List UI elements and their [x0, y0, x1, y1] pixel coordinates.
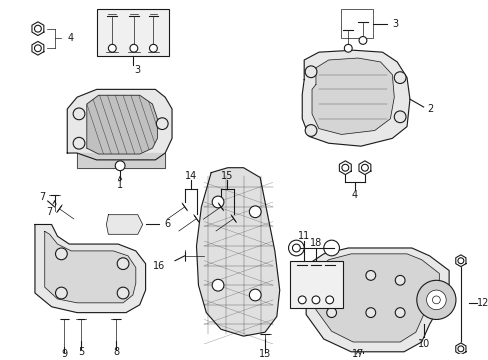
Circle shape	[292, 244, 300, 252]
Circle shape	[73, 138, 85, 149]
Circle shape	[212, 196, 224, 208]
Polygon shape	[87, 95, 157, 154]
Polygon shape	[67, 89, 172, 160]
Text: 9: 9	[61, 349, 67, 359]
Polygon shape	[455, 343, 465, 355]
Circle shape	[117, 287, 129, 299]
Text: 15: 15	[220, 171, 233, 181]
Polygon shape	[455, 255, 465, 267]
Bar	[341, 9, 372, 39]
Text: 14: 14	[184, 171, 196, 181]
Circle shape	[457, 258, 463, 264]
Circle shape	[56, 287, 67, 299]
Circle shape	[212, 279, 224, 291]
Circle shape	[358, 36, 366, 44]
Text: 3: 3	[391, 19, 398, 29]
Text: 17: 17	[351, 349, 364, 359]
Polygon shape	[32, 22, 44, 36]
Circle shape	[326, 308, 336, 318]
Circle shape	[361, 164, 367, 171]
Circle shape	[117, 258, 129, 270]
Polygon shape	[45, 231, 136, 303]
Polygon shape	[196, 168, 279, 336]
Polygon shape	[87, 95, 157, 154]
Circle shape	[311, 296, 319, 304]
Circle shape	[457, 346, 463, 352]
Polygon shape	[106, 215, 142, 234]
Text: 6: 6	[164, 220, 170, 229]
Polygon shape	[32, 41, 44, 55]
Circle shape	[305, 125, 316, 136]
Circle shape	[344, 44, 351, 52]
Circle shape	[156, 118, 168, 130]
Circle shape	[305, 66, 316, 78]
Text: 11: 11	[298, 231, 310, 241]
Circle shape	[34, 25, 41, 32]
Circle shape	[130, 44, 138, 52]
Circle shape	[249, 289, 261, 301]
Circle shape	[115, 161, 125, 171]
Text: 7: 7	[46, 207, 53, 217]
Text: 5: 5	[78, 347, 84, 357]
Polygon shape	[358, 161, 370, 175]
Circle shape	[325, 296, 333, 304]
Text: 1: 1	[117, 180, 123, 190]
Circle shape	[108, 44, 116, 52]
Text: 18: 18	[309, 238, 322, 248]
Circle shape	[56, 248, 67, 260]
Circle shape	[288, 240, 304, 256]
Circle shape	[431, 296, 439, 304]
Text: 3: 3	[134, 65, 141, 75]
Polygon shape	[35, 225, 145, 312]
Circle shape	[298, 296, 305, 304]
Circle shape	[149, 44, 157, 52]
Circle shape	[393, 111, 405, 123]
Bar	[289, 261, 343, 308]
Polygon shape	[305, 248, 448, 352]
Polygon shape	[311, 58, 393, 134]
Circle shape	[34, 45, 41, 52]
Circle shape	[341, 164, 348, 171]
Circle shape	[426, 290, 445, 310]
Circle shape	[394, 275, 404, 285]
Bar	[97, 9, 169, 56]
Circle shape	[326, 270, 336, 280]
Text: 10: 10	[417, 339, 429, 349]
Text: 16: 16	[153, 261, 165, 271]
Polygon shape	[302, 50, 409, 146]
Text: 12: 12	[475, 298, 488, 308]
Text: 2: 2	[427, 104, 433, 114]
Circle shape	[393, 72, 405, 84]
Circle shape	[394, 308, 404, 318]
Circle shape	[249, 206, 261, 218]
Circle shape	[323, 240, 339, 256]
Circle shape	[365, 308, 375, 318]
Polygon shape	[339, 161, 350, 175]
Circle shape	[416, 280, 455, 319]
Text: 7: 7	[39, 192, 45, 202]
Text: 13: 13	[258, 349, 271, 359]
Text: 8: 8	[113, 347, 119, 357]
Circle shape	[73, 108, 85, 120]
Circle shape	[365, 270, 375, 280]
Text: 4: 4	[67, 33, 73, 44]
Polygon shape	[315, 254, 438, 342]
Polygon shape	[77, 153, 165, 168]
Text: 4: 4	[351, 190, 357, 200]
